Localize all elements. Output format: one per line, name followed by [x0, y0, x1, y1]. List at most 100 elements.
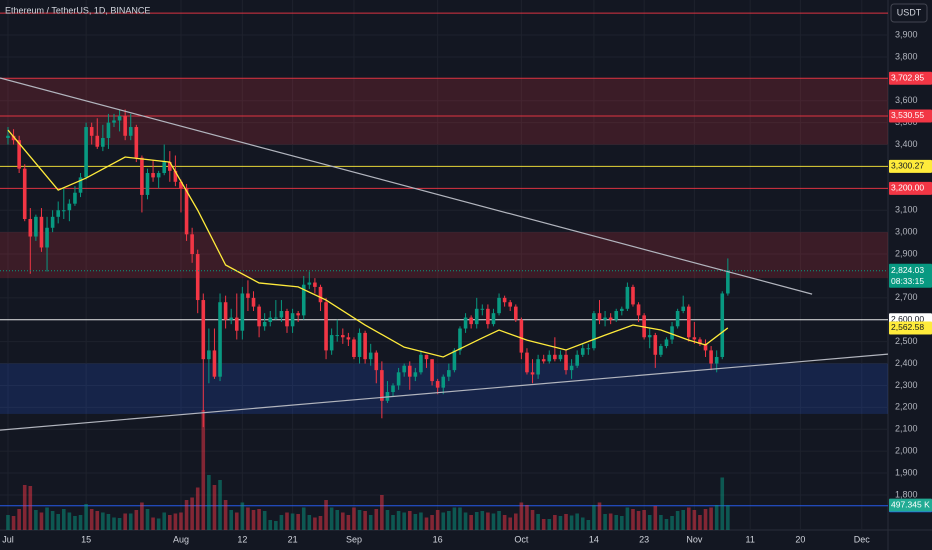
volume-bar: [385, 510, 390, 530]
x-tick-label: 14: [589, 534, 599, 544]
volume-bar: [474, 512, 479, 530]
candle-body: [318, 286, 323, 303]
volume-bar: [279, 515, 284, 530]
candle-body: [61, 210, 66, 212]
candle-body: [22, 168, 27, 220]
volume-bar: [34, 510, 38, 530]
price-tag-label: 3,300.27: [891, 161, 924, 171]
volume-bar: [61, 509, 66, 530]
volume-bar: [435, 510, 440, 530]
volume-bar: [491, 513, 496, 530]
x-tick-label: 23: [639, 534, 649, 544]
candle-body: [34, 216, 38, 237]
candle-body: [307, 282, 312, 285]
candle-body: [352, 339, 356, 357]
currency-button[interactable]: [890, 3, 928, 23]
volume-bar: [463, 512, 468, 530]
trendline: [0, 353, 889, 431]
candle-body: [56, 210, 61, 217]
candle-body: [78, 177, 83, 193]
volume-bar: [447, 511, 451, 530]
volume-bar: [352, 507, 356, 530]
candle-body: [435, 381, 440, 388]
candle-body: [569, 365, 574, 371]
volume-bar: [714, 505, 719, 530]
price-tag-label: 3,702.85: [891, 72, 924, 82]
candle-body: [301, 284, 306, 316]
price-tag-label: 3,530.55: [891, 110, 924, 120]
volume-bar: [17, 509, 21, 530]
volume-bar: [363, 511, 367, 530]
volume-bar: [145, 509, 150, 530]
candle-body: [474, 308, 479, 325]
candle-body: [173, 170, 178, 182]
volume-bar: [134, 510, 139, 530]
volume-bar: [430, 515, 434, 530]
price-tag: [889, 263, 932, 288]
y-tick-label: 2,300: [895, 380, 918, 390]
candle-body: [11, 135, 16, 141]
y-tick-label: 3,800: [895, 51, 918, 61]
moving-average: [7, 129, 729, 358]
candle-body: [28, 219, 33, 237]
candle-body: [162, 162, 167, 174]
y-tick-label: 2,900: [895, 248, 918, 258]
candle-body: [419, 354, 423, 373]
volume-bar: [625, 507, 630, 530]
volume-bar: [564, 514, 568, 530]
volume-bar: [726, 505, 730, 530]
candle-body: [313, 282, 317, 287]
volume-bar: [207, 475, 211, 530]
volume-bar: [458, 507, 462, 530]
volume-bar: [301, 507, 306, 530]
candle-body: [184, 188, 189, 235]
currency[interactable]: USDT: [897, 7, 922, 17]
candle-body: [513, 306, 518, 320]
volume-bar: [190, 497, 194, 530]
y-tick-label: 2,500: [895, 336, 918, 346]
candle-body: [709, 350, 713, 364]
volume-bar: [257, 509, 261, 530]
volume-bar: [184, 500, 189, 530]
price-tag-label: 497.345 K: [891, 499, 930, 509]
volume-bar: [212, 485, 217, 530]
candle-body: [508, 302, 513, 307]
volume-bar: [67, 512, 72, 530]
volume-bar: [262, 511, 267, 530]
volume-bar: [586, 520, 591, 530]
candle-body: [502, 297, 507, 303]
candle-body: [647, 335, 652, 338]
candle-body: [664, 339, 669, 347]
candle-body: [101, 137, 105, 147]
candle-body: [402, 365, 406, 373]
candle-body: [234, 317, 239, 331]
candle-body: [274, 317, 278, 319]
candle-body: [391, 385, 395, 393]
candle-body: [134, 127, 139, 158]
volume-bar: [703, 509, 708, 530]
volume-bar: [168, 515, 172, 530]
y-tick-label: 1,800: [895, 489, 918, 499]
candle-body: [145, 173, 150, 195]
volume-bar: [553, 515, 557, 530]
candle-body: [201, 300, 206, 360]
volume-bar: [396, 511, 401, 530]
candle-body: [374, 352, 379, 371]
volume-bar: [603, 514, 607, 530]
candle-body: [246, 293, 250, 298]
candle-body: [17, 140, 21, 169]
candle-body: [251, 297, 256, 307]
x-tick-label: Dec: [854, 534, 871, 544]
volume-bar: [268, 520, 273, 530]
x-tick-label: 20: [795, 534, 805, 544]
volume-bar: [223, 500, 228, 530]
volume-bar: [681, 510, 686, 530]
candle-body: [39, 216, 44, 248]
volume-bar: [73, 516, 77, 530]
candle-body: [703, 343, 708, 351]
volume-bar: [597, 502, 602, 530]
candle-body: [458, 328, 462, 351]
candle-body: [536, 359, 540, 375]
y-tick-label: 3,000: [895, 227, 918, 237]
